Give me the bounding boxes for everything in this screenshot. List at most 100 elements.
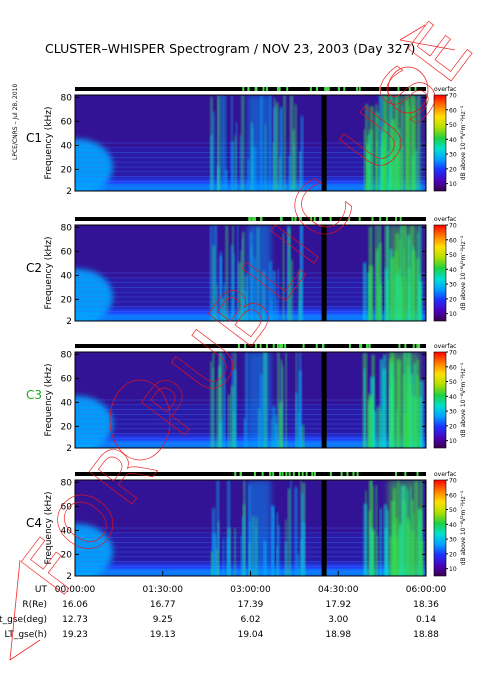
emission-stripe: [290, 259, 294, 321]
emission-stripe: [223, 377, 226, 448]
spectrogram-image: [75, 95, 426, 191]
status-mark: [316, 87, 319, 91]
emission-stripe-late: [365, 104, 369, 191]
spectrogram-image: [75, 225, 426, 321]
emission-stripe: [271, 506, 275, 576]
status-mark: [324, 87, 327, 91]
status-mark: [291, 217, 294, 221]
y-tick-label: 60: [61, 117, 73, 127]
emission-stripe: [213, 225, 218, 321]
status-mark: [360, 344, 363, 348]
status-mark: [255, 87, 258, 91]
early-cloud: [75, 396, 113, 448]
emission-stripe-late: [378, 284, 382, 321]
emission-stripe: [299, 151, 302, 191]
status-mark: [299, 217, 302, 221]
emission-stripe-late: [376, 406, 381, 448]
status-mark: [416, 472, 419, 476]
early-cloud: [75, 139, 113, 191]
emission-stripe-late: [363, 503, 367, 576]
y-tick-label: 20: [61, 295, 73, 305]
y-tick-label: 60: [61, 374, 73, 384]
colorbar: [433, 351, 447, 449]
panel-c1: 2 20 40 60 80 Frequency (kHz)C1 overfac 10 20 30 4…: [26, 86, 467, 197]
emission-stripe: [296, 554, 300, 576]
emission-stripe-late: [379, 359, 383, 448]
x-row-value: 19.23: [62, 630, 88, 640]
emission-stripe: [273, 98, 276, 191]
emission-stripe: [241, 95, 245, 191]
colorbar-tick-label: 30: [449, 537, 457, 544]
emission-stripe: [298, 370, 302, 448]
emission-stripe-late: [375, 485, 378, 576]
status-mark: [278, 87, 281, 91]
status-mark: [408, 87, 411, 91]
status-mark: [418, 344, 421, 348]
emission-stripe: [287, 227, 291, 321]
emission-stripe: [212, 111, 215, 191]
y-axis-label: Frequency (kHz): [44, 491, 54, 564]
colorbar-tick-label: 70: [449, 350, 457, 357]
status-mark: [279, 472, 282, 476]
panel-frame: [74, 94, 427, 192]
emission-stripe-late: [363, 129, 366, 191]
colorbar-tick-label: 70: [449, 93, 457, 100]
status-mark: [311, 472, 314, 476]
colorbar-tick-label: 20: [449, 166, 457, 173]
status-mark: [262, 87, 265, 91]
colorbar-tick-label: 70: [449, 223, 457, 230]
colorbar-tick-label: 60: [449, 492, 457, 499]
emission-stripe: [230, 245, 234, 321]
status-mark: [281, 344, 284, 348]
status-mark: [356, 472, 359, 476]
satellite-label: C3: [26, 388, 42, 402]
status-mark: [398, 344, 401, 348]
emission-stripe-late: [378, 242, 382, 321]
colorbar-tick-label: 60: [449, 364, 457, 371]
status-mark: [260, 217, 263, 221]
spectrogram-image: [75, 480, 426, 576]
status-mark: [358, 217, 361, 221]
emission-stripe-late: [381, 95, 386, 191]
early-cloud: [75, 524, 113, 576]
x-row-value: 9.25: [153, 615, 173, 625]
emission-stripe: [210, 96, 213, 191]
x-row-value: 19.13: [150, 630, 176, 640]
panel-c3: 2 20 40 60 80 Frequency (kHz)C3 overfac 10 20 30 4…: [26, 343, 467, 454]
status-mark: [365, 344, 368, 348]
status-mark: [244, 344, 247, 348]
status-mark: [412, 344, 415, 348]
emission-stripe: [222, 538, 225, 576]
emission-stripe: [288, 155, 291, 191]
status-mark: [305, 472, 308, 476]
emission-stripe: [234, 134, 237, 191]
colorbar: [433, 94, 447, 192]
emission-stripe-late: [419, 380, 424, 448]
x-row-value: 18.88: [413, 630, 439, 640]
y-axis-label: Frequency (kHz): [44, 106, 54, 179]
status-mark: [346, 472, 349, 476]
emission-stripe: [240, 536, 243, 576]
emission-stripe-late: [368, 392, 370, 448]
colorbar-tick-label: 30: [449, 409, 457, 416]
x-row-value: 04:30:00: [318, 585, 359, 595]
emission-stripe: [290, 480, 292, 576]
emission-stripe: [223, 95, 227, 191]
x-row-value: 6.02: [240, 615, 260, 625]
emission-stripe: [210, 361, 213, 448]
status-mark: [416, 344, 419, 348]
status-bar: [75, 472, 426, 476]
x-row-label: R(Re): [22, 600, 47, 610]
status-mark: [252, 217, 255, 221]
status-mark: [239, 472, 242, 476]
emission-stripe: [209, 225, 213, 321]
status-mark: [310, 217, 313, 221]
burst-3h: [247, 352, 271, 448]
emission-stripe: [276, 512, 279, 576]
emission-stripe: [270, 298, 273, 321]
status-bar: [75, 344, 426, 348]
emission-stripe: [217, 521, 220, 576]
emission-stripe: [298, 270, 302, 321]
status-mark: [368, 344, 371, 348]
x-row-value: 00:00:00: [55, 585, 96, 595]
